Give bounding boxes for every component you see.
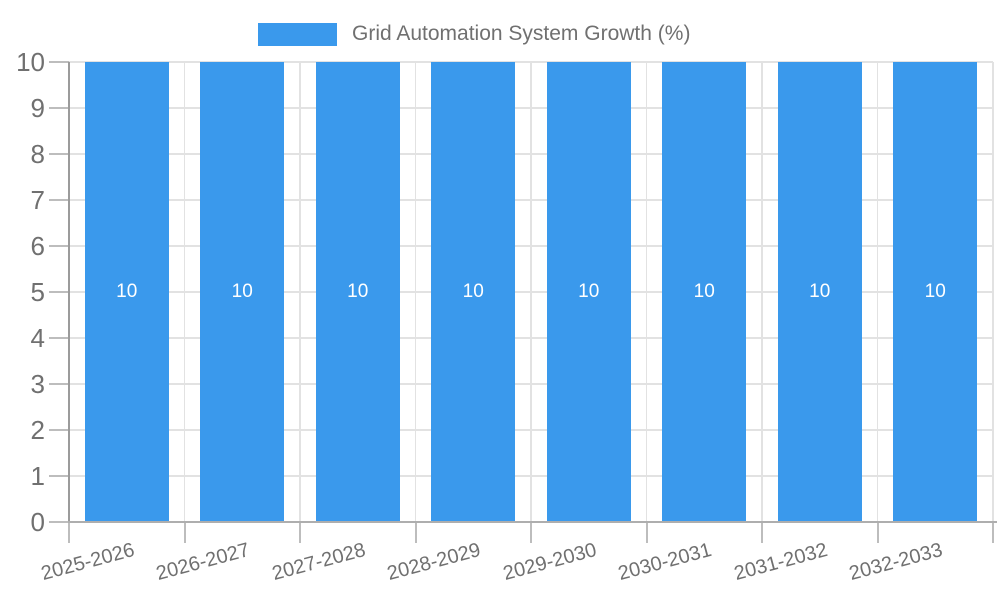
x-tick bbox=[645, 522, 648, 543]
bar[interactable]: 10 bbox=[777, 62, 862, 522]
y-tick bbox=[49, 291, 69, 293]
y-axis-label: 2 bbox=[30, 415, 45, 445]
y-tick bbox=[49, 61, 69, 63]
x-tick bbox=[68, 522, 70, 543]
y-tick bbox=[49, 245, 69, 247]
bar-value-label: 10 bbox=[578, 281, 600, 302]
bar[interactable]: 10 bbox=[200, 62, 285, 522]
y-tick bbox=[49, 521, 69, 523]
y-tick bbox=[49, 199, 69, 201]
bar[interactable]: 10 bbox=[662, 62, 747, 522]
gridline-v bbox=[645, 62, 648, 522]
y-axis-label: 3 bbox=[30, 369, 45, 399]
bar-value-label: 10 bbox=[809, 281, 831, 302]
bar-value-label: 10 bbox=[693, 281, 715, 302]
bar[interactable]: 10 bbox=[431, 62, 516, 522]
y-tick bbox=[49, 107, 69, 109]
x-tick bbox=[299, 522, 301, 543]
gridline-v bbox=[183, 62, 186, 522]
legend-swatch-icon bbox=[258, 22, 337, 46]
y-tick bbox=[49, 153, 69, 155]
y-axis-line bbox=[68, 62, 70, 522]
bar[interactable]: 10 bbox=[84, 62, 169, 522]
x-tick bbox=[761, 522, 763, 543]
y-tick bbox=[49, 337, 69, 339]
bar-value-label: 10 bbox=[231, 281, 253, 302]
y-axis-label: 6 bbox=[30, 231, 45, 261]
bar[interactable]: 10 bbox=[546, 62, 631, 522]
legend-item[interactable]: Grid Automation System Growth (%) bbox=[258, 22, 690, 46]
gridline-v bbox=[761, 62, 763, 522]
bar-value-label: 10 bbox=[347, 281, 369, 302]
gridline-v bbox=[299, 62, 301, 522]
bar[interactable]: 10 bbox=[893, 62, 978, 522]
gridline-v bbox=[530, 62, 532, 522]
bar-value-label: 10 bbox=[924, 281, 946, 302]
y-axis-label: 4 bbox=[30, 323, 45, 353]
x-axis-line bbox=[68, 521, 997, 523]
gridline-v bbox=[992, 62, 994, 522]
y-axis-label: 10 bbox=[16, 47, 45, 77]
gridline-v bbox=[876, 62, 879, 522]
legend-label: Grid Automation System Growth (%) bbox=[352, 22, 691, 45]
y-tick bbox=[49, 429, 69, 431]
y-axis-label: 5 bbox=[30, 277, 45, 307]
bar[interactable]: 10 bbox=[315, 62, 400, 522]
x-tick bbox=[992, 522, 994, 543]
x-tick bbox=[183, 522, 186, 543]
y-axis-label: 9 bbox=[30, 93, 45, 123]
y-tick bbox=[49, 475, 69, 477]
bar-value-label: 10 bbox=[116, 281, 138, 302]
x-tick bbox=[414, 522, 417, 543]
x-tick bbox=[530, 522, 532, 543]
y-axis-label: 1 bbox=[30, 461, 45, 491]
x-tick bbox=[876, 522, 879, 543]
y-axis-label: 7 bbox=[30, 185, 45, 215]
y-axis-label: 8 bbox=[30, 139, 45, 169]
gridline-v bbox=[414, 62, 417, 522]
bar-value-label: 10 bbox=[462, 281, 484, 302]
y-axis-label: 0 bbox=[30, 507, 45, 537]
y-tick bbox=[49, 383, 69, 385]
